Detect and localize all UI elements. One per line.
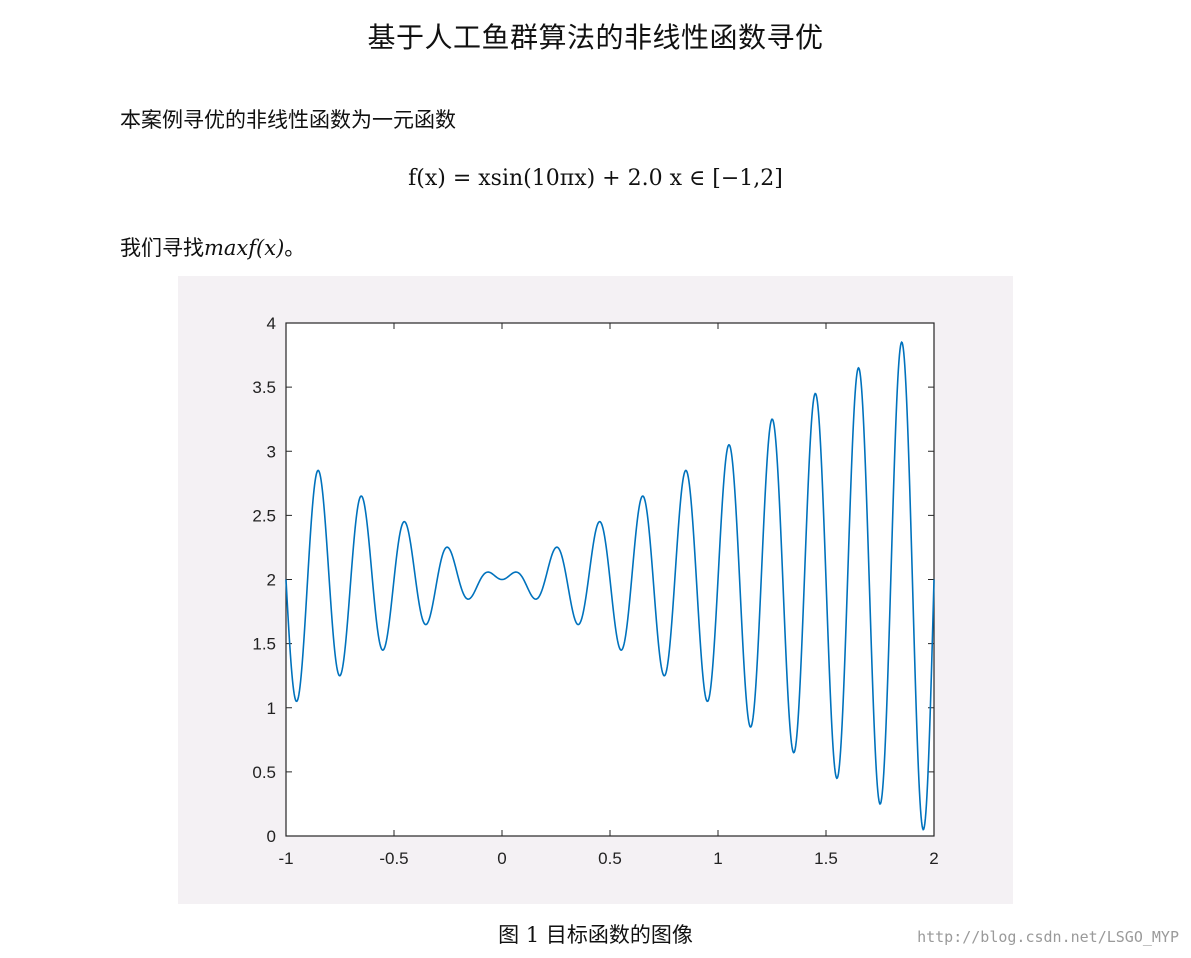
x-tick-label: -0.5 bbox=[379, 849, 408, 868]
x-tick-label: 1 bbox=[713, 849, 722, 868]
function-curve bbox=[285, 341, 935, 831]
x-tick-label: -1 bbox=[278, 849, 293, 868]
y-tick-label: 0.5 bbox=[252, 763, 276, 782]
document-title: 基于人工鱼群算法的非线性函数寻优 bbox=[367, 21, 824, 54]
equation: f(x) = xsin(10πx) + 2.0 x ∈ [−1,2] bbox=[408, 166, 783, 191]
watermark: http://blog.csdn.net/LSGO_MYP bbox=[917, 928, 1179, 946]
goal-math: maxf(x) bbox=[204, 236, 285, 260]
x-tick-label: 2 bbox=[929, 849, 938, 868]
y-tick-label: 1.5 bbox=[252, 635, 276, 654]
x-tick-label: 1.5 bbox=[814, 849, 838, 868]
y-tick-label: 0 bbox=[267, 827, 276, 846]
x-tick-labels: -1 -0.5 0 0.5 1 1.5 2 bbox=[278, 849, 938, 868]
function-plot: -1 -0.5 0 0.5 1 1.5 2 0 0.5 1 1.5 2 2.5 3 3.5 4 bbox=[252, 314, 938, 868]
goal-suffix: 。 bbox=[284, 236, 306, 260]
x-tick-label: 0 bbox=[497, 849, 506, 868]
goal-prefix: 我们寻找 bbox=[120, 236, 204, 260]
intro-paragraph: 本案例寻优的非线性函数为一元函数 bbox=[120, 108, 456, 132]
figure-frame: -1 -0.5 0 0.5 1 1.5 2 0 0.5 1 1.5 2 2.5 3 3.5 4 bbox=[178, 276, 1013, 904]
y-tick-label: 3.5 bbox=[252, 378, 276, 397]
y-tick-label: 1 bbox=[267, 699, 276, 718]
axis-ticks bbox=[285, 322, 935, 837]
y-tick-label: 4 bbox=[267, 314, 276, 333]
y-tick-label: 2 bbox=[267, 571, 276, 590]
goal-paragraph: 我们寻找maxf(x)。 bbox=[120, 232, 305, 262]
x-tick-label: 0.5 bbox=[598, 849, 622, 868]
y-tick-label: 2.5 bbox=[252, 506, 276, 525]
y-tick-labels: 0 0.5 1 1.5 2 2.5 3 3.5 4 bbox=[252, 314, 276, 846]
y-tick-label: 3 bbox=[267, 442, 276, 461]
figure-caption: 图 1 目标函数的图像 bbox=[498, 923, 693, 947]
